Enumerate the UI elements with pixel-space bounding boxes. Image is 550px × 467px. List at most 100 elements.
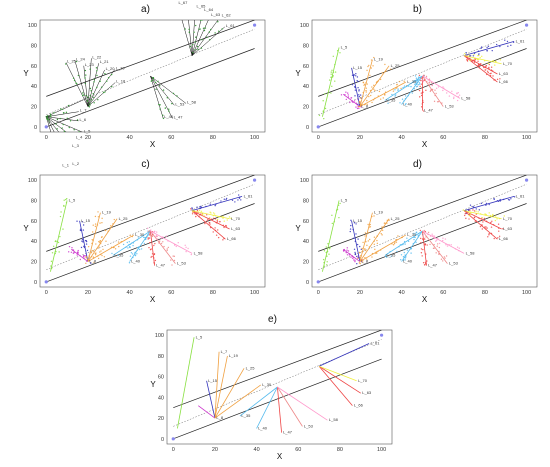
data-point [440,258,443,260]
data-point [201,38,203,41]
data-point [172,92,175,95]
data-point [418,89,421,92]
data-point [99,241,101,244]
data-point [327,242,329,245]
band-upper-line [46,20,255,97]
data-point [365,89,367,92]
data-point [72,137,73,138]
data-point [493,237,495,240]
line-label: L_19 [102,210,112,215]
data-point [426,244,428,246]
data-point [82,92,84,94]
segment-line [50,200,68,272]
data-point [366,244,368,247]
group-line [46,116,67,132]
data-point [96,86,98,88]
data-point [373,215,375,217]
data-point [352,237,355,240]
data-point [355,223,357,225]
line-label: L_62 [222,12,232,17]
data-point [339,52,341,54]
line-label: L_25 [391,216,401,221]
panel-label: e) [268,314,277,325]
data-point [365,87,367,89]
data-point [410,85,412,88]
data-point [106,80,108,82]
data-point [142,236,145,238]
data-point [350,219,352,222]
data-point [68,126,71,129]
data-point [465,217,467,220]
plot-inner [173,330,382,440]
group-line [87,69,105,107]
plot-area [39,19,266,133]
data-point [390,255,392,257]
data-point [366,99,368,102]
line-label: L_58 [194,250,204,255]
data-point [331,214,333,217]
data-point [191,208,194,210]
data-point [420,77,422,79]
data-point [95,67,98,69]
data-point [85,94,87,97]
data-point [202,27,205,29]
data-point [480,47,482,49]
line-label: L_63 [499,71,509,76]
data-point [473,216,476,219]
data-point [419,96,421,98]
x-tick-label: 0 [317,290,320,296]
x-axis-label: X [277,452,283,461]
line-label: L_58 [187,99,197,104]
data-point [441,102,443,104]
data-point [207,218,209,221]
band-upper-line [318,175,527,252]
line-label: L_61 [244,193,254,198]
data-point [95,243,97,245]
data-point [162,241,164,243]
y-tick-label: 0 [34,280,37,286]
data-point [88,106,91,108]
data-point [198,28,200,30]
start-marker [171,437,175,441]
data-point [209,217,211,219]
data-point [348,254,351,256]
data-point [403,240,406,243]
y-tick-label: 40 [31,239,37,245]
data-point [196,13,197,14]
data-point [399,259,402,261]
data-point [392,90,395,92]
data-point [448,95,451,97]
data-point [484,69,486,71]
data-point [89,262,92,264]
line-label: L_58 [466,250,476,255]
data-point [353,100,356,102]
data-point [370,94,372,97]
x-axis-label: X [422,140,428,149]
line-label: L_61 [371,340,381,345]
data-point [451,90,453,93]
segment-line [463,55,498,75]
data-point [410,252,412,254]
x-tick-label: 0 [172,447,175,453]
data-point [192,210,194,213]
y-tick-label: 80 [31,43,37,49]
plot-area [311,19,538,133]
data-point [60,211,62,213]
line-label: L_24 [76,57,86,62]
segment-line [422,75,461,99]
data-point [422,248,424,251]
data-point [359,262,361,265]
data-point [353,86,356,88]
data-point [86,99,89,101]
data-point [46,119,49,121]
data-point [493,197,495,200]
data-point [228,216,231,218]
data-point [381,229,384,232]
data-point [369,223,371,226]
data-point [65,198,67,201]
data-point [472,209,474,211]
data-point [102,248,104,251]
data-point [353,248,356,251]
data-point [480,202,483,205]
data-point [198,209,201,211]
